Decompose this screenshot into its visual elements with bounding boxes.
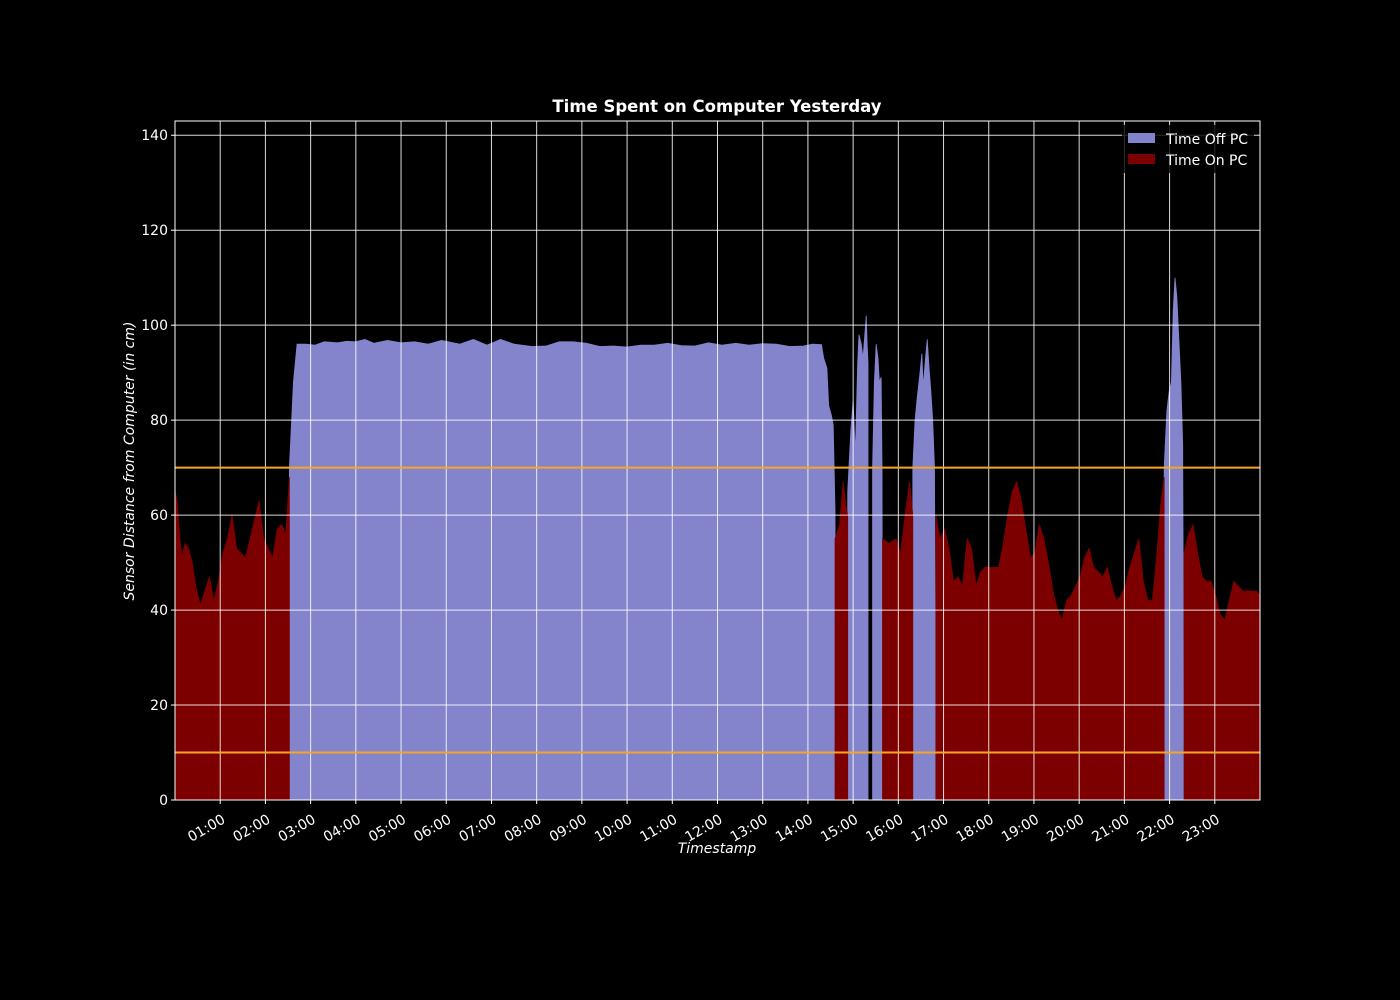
area-time-on-pc-segment-0 bbox=[174, 477, 290, 801]
y-tick-label: 140 bbox=[141, 128, 168, 144]
area-time-off-pc-segment-3 bbox=[912, 339, 937, 801]
legend: Time Off PC Time On PC bbox=[1122, 125, 1254, 173]
y-tick-label: 120 bbox=[141, 223, 168, 239]
threshold-layer bbox=[175, 466, 1260, 754]
area-time-on-pc-segment-3 bbox=[935, 477, 1165, 801]
legend-label-time-on-pc: Time On PC bbox=[1165, 153, 1247, 169]
legend-swatch-time-on-pc bbox=[1128, 154, 1155, 164]
y-tick-label: 80 bbox=[150, 413, 168, 429]
area-time-off-pc-segment-2 bbox=[872, 344, 883, 801]
legend-label-time-off-pc: Time Off PC bbox=[1165, 132, 1248, 148]
y-tick-label: 60 bbox=[150, 508, 168, 524]
area-time-on-pc-segment-2 bbox=[882, 481, 914, 801]
grid-layer bbox=[175, 121, 1260, 800]
y-axis-label: Sensor Distance from Computer (in cm) bbox=[122, 322, 138, 601]
chart-title: Time Spent on Computer Yesterday bbox=[552, 97, 881, 116]
y-tick-label: 40 bbox=[150, 603, 168, 619]
y-tick-label: 20 bbox=[150, 698, 168, 714]
y-tick-label: 100 bbox=[141, 318, 168, 334]
area-time-off-pc-segment-0 bbox=[288, 338, 836, 801]
legend-swatch-time-off-pc bbox=[1128, 133, 1155, 143]
plot-area bbox=[174, 277, 1261, 801]
area-time-on-pc-segment-4 bbox=[1183, 523, 1261, 801]
x-axis-label: Timestamp bbox=[678, 841, 757, 857]
y-tick-label: 0 bbox=[159, 793, 168, 809]
